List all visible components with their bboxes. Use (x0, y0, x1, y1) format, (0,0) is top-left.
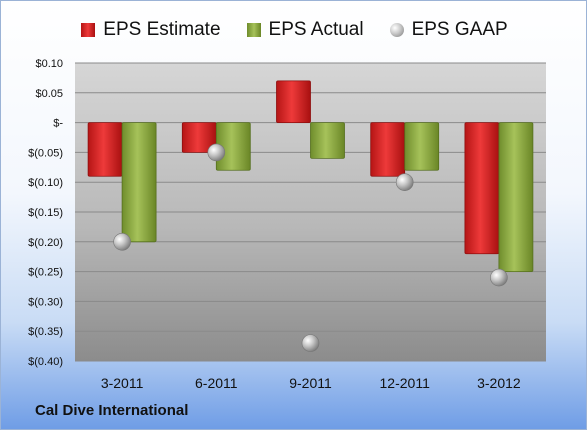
y-tick-label: $(0.15) (28, 207, 63, 219)
legend-label-estimate: EPS Estimate (103, 19, 221, 40)
gaap-point (490, 268, 508, 287)
legend-swatch-actual (246, 23, 261, 37)
y-axis-ticks: $0.10 $0.05 $- $(0.05) $(0.10) $(0.15) $(0.20)… (28, 58, 63, 368)
x-tick-label: 3-2012 (477, 375, 521, 391)
estimate-bar (276, 80, 311, 123)
legend-label-actual: EPS Actual (268, 19, 364, 40)
legend-swatch-gaap (389, 23, 404, 37)
bars (87, 80, 534, 272)
estimate-bar (370, 122, 406, 177)
y-tick-label: $(0.30) (28, 296, 63, 308)
x-tick-label: 12-2011 (380, 375, 431, 391)
actual-bar (121, 122, 157, 243)
y-tick-label: $(0.40) (28, 356, 63, 368)
y-tick-label: $(0.05) (28, 147, 63, 159)
y-tick-label: $(0.35) (28, 326, 63, 338)
x-axis-ticks: 3-2011 6-2011 9-2011 12-2011 3-2012 (101, 375, 521, 391)
gaap-point (301, 334, 320, 352)
y-tick-label: $0.10 (35, 58, 63, 70)
y-tick-label: $0.05 (35, 88, 63, 100)
gaap-points (113, 143, 508, 352)
legend-swatch-estimate (81, 23, 96, 37)
legend-item-estimate: EPS Estimate (81, 19, 221, 41)
x-tick-label: 6-2011 (195, 375, 238, 391)
y-tick-label: $(0.25) (28, 267, 63, 279)
estimate-bar (87, 122, 123, 177)
legend: EPS Estimate EPS Actual EPS GAAP (1, 13, 587, 47)
company-name: Cal Dive International (35, 402, 189, 419)
y-tick-label: $(0.10) (28, 177, 63, 189)
x-tick-label: 3-2011 (101, 375, 144, 391)
gaap-point (113, 233, 131, 251)
legend-item-actual: EPS Actual (246, 19, 364, 41)
actual-bar (498, 122, 534, 272)
estimate-bar (464, 122, 500, 255)
actual-bar (310, 122, 345, 159)
x-tick-label: 9-2011 (289, 375, 332, 391)
legend-label-gaap: EPS GAAP (411, 19, 508, 40)
y-tick-label: $- (53, 118, 63, 130)
y-tick-label: $(0.20) (28, 237, 63, 249)
actual-bar (404, 122, 440, 171)
gaap-point (395, 173, 414, 191)
gaap-point (207, 143, 226, 162)
legend-item-gaap: EPS GAAP (389, 19, 508, 41)
